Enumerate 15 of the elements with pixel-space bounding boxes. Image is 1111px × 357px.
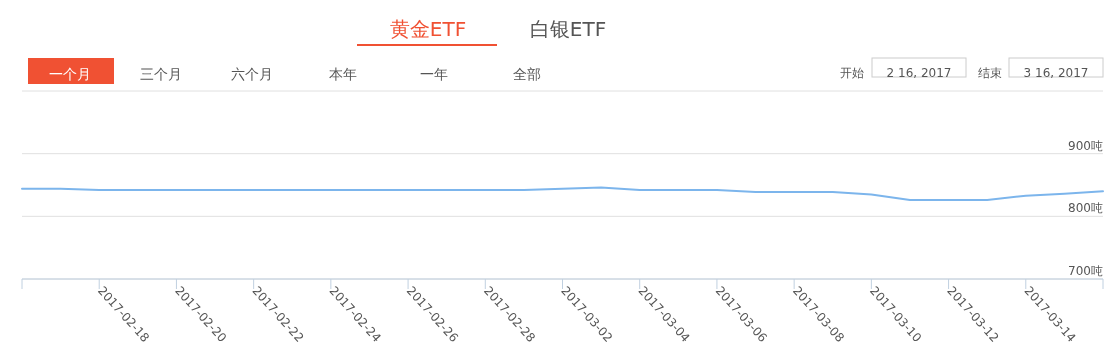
text: 黄金ETF xyxy=(389,16,467,41)
text: 一个月 xyxy=(49,66,91,82)
text: 全部 xyxy=(513,66,541,82)
text: 三个月 xyxy=(140,66,182,82)
y-tick-label: 700吨 xyxy=(1068,264,1103,278)
text: 2 16, 2017 xyxy=(886,65,952,80)
text: 结束 xyxy=(978,65,1002,80)
text: 3 16, 2017 xyxy=(1023,65,1089,80)
y-tick-label: 900吨 xyxy=(1068,138,1103,153)
text: 本年 xyxy=(329,66,357,82)
y-tick-label: 800吨 xyxy=(1068,201,1103,216)
text: 一年 xyxy=(420,66,448,82)
text: 开始 xyxy=(840,65,864,80)
text: 白银ETF xyxy=(529,16,607,41)
text: 六个月 xyxy=(231,66,273,82)
